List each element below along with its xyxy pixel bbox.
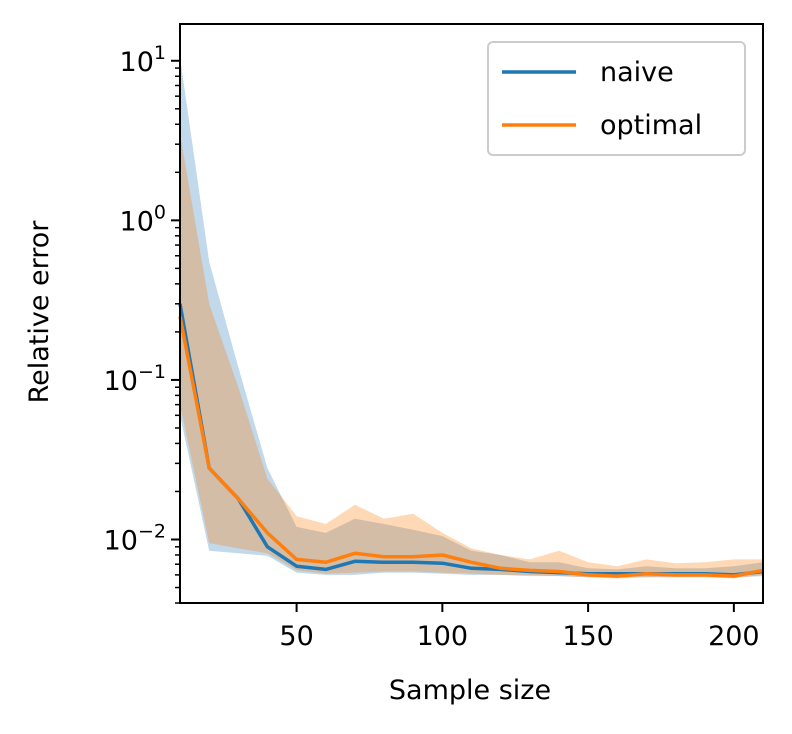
y-tick-label: 100 (120, 201, 166, 237)
y-tick-label: 10−1 (104, 361, 166, 397)
x-tick-label: 100 (417, 621, 469, 652)
x-axis-label: Sample size (389, 675, 551, 706)
y-axis-label: Relative error (24, 220, 55, 404)
axes (179, 23, 764, 604)
legend: naive optimal (487, 41, 746, 156)
band-optimal (180, 133, 763, 579)
y-tick-label: 101 (120, 42, 166, 78)
plot-frame (179, 23, 764, 604)
y-tick-label: 10−2 (104, 520, 166, 556)
x-tick-label: 150 (562, 621, 614, 652)
series-lines (178, 303, 764, 578)
axis-ticks: 50 100 150 200 10−2 10−1 100 101 (104, 42, 760, 652)
legend-label-optimal: optimal (600, 110, 702, 141)
x-tick-label: 200 (708, 621, 760, 652)
legend-label-naive: naive (600, 57, 674, 88)
confidence-bands (180, 57, 763, 579)
x-tick-label: 50 (279, 621, 313, 652)
band-naive (180, 57, 763, 578)
